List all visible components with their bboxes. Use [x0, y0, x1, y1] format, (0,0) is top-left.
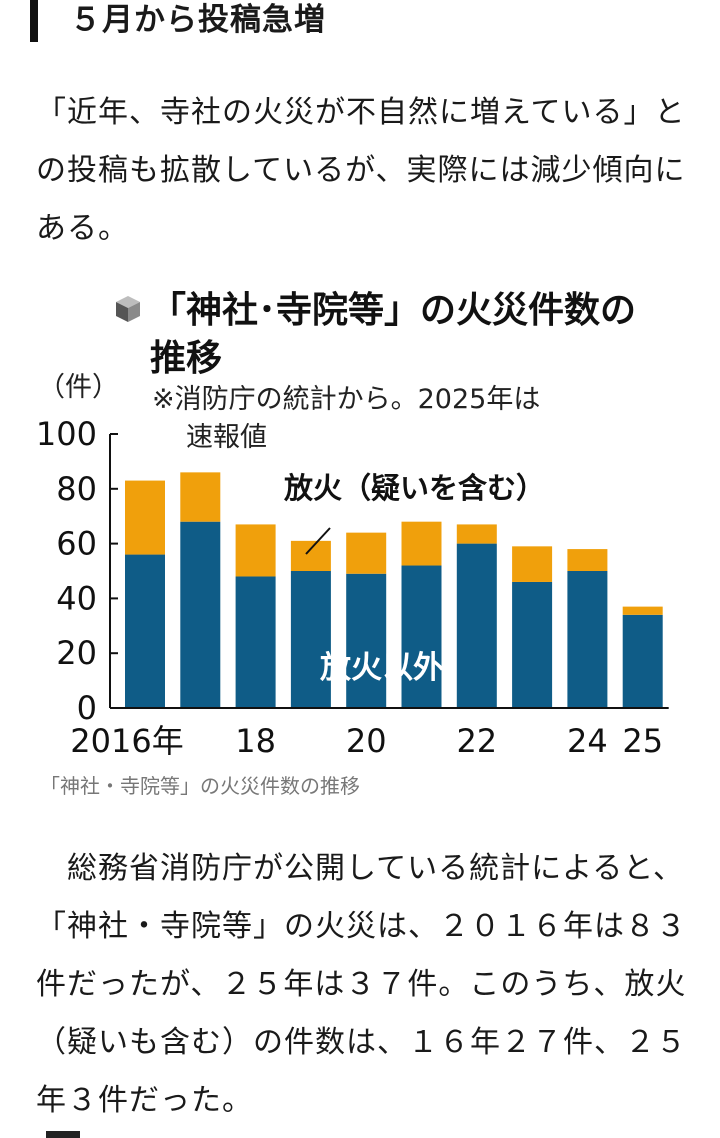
y-tick-label: 80	[56, 470, 97, 508]
bars-group	[125, 472, 663, 708]
x-tick-label: 25	[622, 722, 663, 760]
bar-segment-non-arson	[401, 565, 442, 708]
bar-segment-non-arson	[512, 581, 553, 708]
x-tick-label: 20	[346, 722, 387, 760]
cube-icon	[116, 296, 140, 322]
series-label-arson: 放火（疑いを含む）	[283, 471, 545, 505]
bar-segment-arson	[567, 549, 608, 571]
bar-segment-arson	[346, 532, 387, 574]
bar-segment-non-arson	[180, 521, 221, 708]
x-tick-label: 22	[456, 722, 497, 760]
y-tick-label: 40	[56, 579, 97, 617]
bar-segment-non-arson	[567, 571, 608, 708]
series-label-non-arson: 放火以外	[319, 650, 444, 686]
body-paragraph: 総務省消防庁が公開している統計によると、「神社・寺院等」の火災は、２０１６年は８…	[36, 851, 687, 1118]
bar-segment-arson	[235, 524, 276, 577]
x-tick-label: 18	[235, 722, 276, 760]
y-axis: 0 20 40 60 80 100	[36, 415, 118, 727]
y-tick-label: 100	[36, 415, 97, 453]
x-axis: 2016年 18 20 22 24 25	[70, 707, 669, 760]
bar-segment-arson	[401, 521, 442, 566]
chart-note-line1: ※消防庁の統計から。2025年は	[152, 384, 540, 415]
section-heading: ５月から投稿急増	[30, 0, 690, 42]
y-tick-label: 20	[56, 634, 97, 672]
bottom-divider	[46, 1131, 80, 1138]
figure-caption: 「神社・寺院等」の火災件数の推移	[40, 774, 360, 798]
intro-paragraph: 「近年、寺社の火災が不自然に増えている」との投稿も拡散しているが、実際には減少傾…	[36, 95, 686, 246]
y-tick-label: 60	[56, 525, 97, 563]
y-tick-label: 0	[77, 689, 97, 727]
bar-segment-arson	[622, 606, 663, 615]
unit-label: （件）	[38, 372, 119, 403]
bar-segment-non-arson	[235, 576, 276, 708]
bar-segment-non-arson	[346, 573, 387, 708]
bar-segment-arson	[125, 480, 165, 555]
chart-figure: 「神社･寺院等」の火災件数の 推移 （件） ※消防庁の統計から。2025年は 速…	[0, 284, 720, 804]
chart-title-line1: 「神社･寺院等」の火災件数の	[150, 290, 636, 331]
chart-note-line2: 速報値	[186, 422, 267, 453]
x-tick-label: 2016年	[70, 722, 183, 760]
bar-segment-arson	[512, 546, 553, 582]
stacked-bar-chart: 「神社･寺院等」の火災件数の 推移 （件） ※消防庁の統計から。2025年は 速…	[36, 290, 669, 760]
bar-segment-arson	[180, 472, 221, 522]
bar-segment-non-arson	[622, 614, 663, 708]
bar-segment-non-arson	[125, 554, 165, 708]
bar-segment-arson	[290, 540, 331, 571]
bar-segment-non-arson	[290, 571, 331, 708]
chart-title-line2: 推移	[150, 338, 222, 379]
bar-segment-non-arson	[456, 543, 497, 708]
bar-segment-arson	[456, 524, 497, 544]
x-tick-label: 24	[567, 722, 608, 760]
series-label-leader	[305, 527, 331, 555]
